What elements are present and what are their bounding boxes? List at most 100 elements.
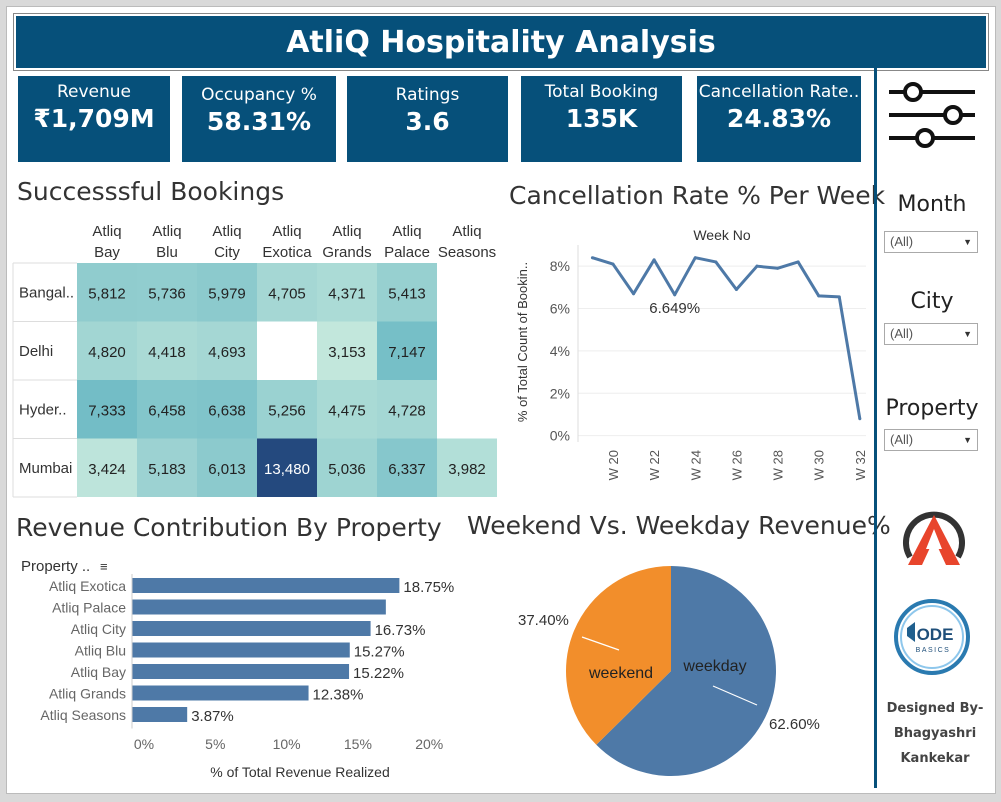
credit-line: Bhagyashri [893,726,977,741]
bar-category-label: Atliq Palace [52,600,126,616]
heatmap-cell [77,263,137,322]
heatmap-cell [197,263,257,322]
x-tick-label: W 26 [729,450,744,480]
revenue-bar [132,578,400,593]
kpi-label: Revenue [56,82,132,102]
heatmap-cell-label: 6,638 [208,402,246,419]
pie-slice-weekday [596,566,776,776]
heatmap-column-label: Blu [156,244,178,261]
kpi-total-booking[interactable]: Total Booking 135K [521,76,682,162]
pie-data-label: 37.40% [518,612,569,629]
dashboard-title: AtliQ Hospitality Analysis [13,13,989,71]
heatmap-cell-label: 3,982 [448,461,486,478]
x-axis-title: Week No [693,227,751,243]
heatmap-column-label: Exotica [262,244,312,261]
heatmap-column-label: Grands [322,244,371,261]
kpi-ratings[interactable]: Ratings 3.6 [347,76,508,162]
chevron-down-icon: ▼ [963,329,972,339]
pie-data-label: 62.60% [769,716,820,733]
heatmap-column-label: City [214,244,240,261]
data-point [734,287,738,291]
heatmap-cell [377,438,437,497]
x-tick-label: W 24 [688,450,703,480]
weekend-title: Weekend Vs. Weekday Revenue% [467,511,891,540]
filter-month-label: Month [897,192,967,217]
x-tick-label: W 32 [853,450,868,480]
bar-category-label: Atliq Seasons [40,707,126,723]
heatmap-cell-label: 5,183 [148,461,186,478]
heatmap-cell-label: 5,979 [208,285,246,302]
pie-leader-line [712,685,758,706]
kpi-value: 135K [565,104,638,133]
data-point [652,258,656,262]
filter-property-dropdown[interactable]: (All) ▼ [884,429,978,451]
heatmap-column-label: Palace [384,244,430,261]
heatmap-cell-label: 4,418 [148,344,186,361]
heatmap-cell-label: 5,036 [328,461,366,478]
heatmap-cell [77,438,137,497]
heatmap-column-label: Atliq [272,223,301,240]
bar-category-label: Atliq Bay [71,664,126,680]
bar-data-label: 12.38% [313,687,364,704]
basics-logo-text: BASICS [916,647,951,654]
data-point [796,260,800,264]
data-point [837,295,841,299]
heatmap-cell [77,321,137,380]
kpi-revenue[interactable]: Revenue ₹1,709M [18,76,170,162]
heatmap-cell [137,321,197,380]
x-tick-label: W 28 [771,450,786,480]
revenue-bar [132,599,386,615]
heatmap-column-label: Seasons [438,244,496,261]
heatmap-cell [197,321,257,380]
heatmap-cell-label: 4,371 [328,285,366,302]
heatmap-cell-label: 6,458 [148,402,186,419]
bar-data-label: 16.73% [375,622,426,639]
heatmap-column-label: Atliq [92,223,121,240]
heatmap-cell-label: 5,736 [148,285,186,302]
heatmap-cell-label: 6,337 [388,461,426,478]
data-point [776,266,780,270]
filter-month-dropdown[interactable]: (All) ▼ [884,231,978,253]
x-tick-label: W 20 [606,450,621,480]
credit-line: Kankekar [900,751,970,766]
heatmap-cell [137,438,197,497]
bar-data-label: 3.87% [191,708,234,725]
cancellation-series-line [591,256,862,419]
heatmap-cell [197,438,257,497]
heatmap-cell-label: 3,424 [88,461,126,478]
heatmap-cell [257,263,317,322]
x-tick-label: W 30 [812,450,827,480]
kpi-cancellation-rate[interactable]: Cancellation Rate.. 24.83% [697,76,861,162]
bar-category-label: Atliq Grands [49,686,126,702]
heatmap-column-label: Bay [94,244,120,261]
dropdown-value: (All) [890,432,914,447]
heatmap-cell [197,380,257,439]
kpi-value: ₹1,709M [33,104,155,133]
heatmap-cell [137,263,197,322]
heatmap-cell-label: 4,820 [88,344,126,361]
heatmap-cell-label: 6,013 [208,461,246,478]
bar-category-label: Atliq Exotica [49,578,126,594]
bookings-title: Successsful Bookings [17,177,285,206]
codebasics-logo-icon: ODE BASICS [894,599,970,675]
kpi-value: 24.83% [726,104,832,133]
legend-title: Property .. [21,558,90,575]
kpi-value: 3.6 [405,107,450,136]
kpi-label: Total Booking [544,82,659,102]
x-tick-label: 15% [344,736,372,752]
heatmap-row-label: Bangal.. [19,284,74,301]
heatmap-cell-label: 4,705 [268,285,306,302]
kpi-occupancy[interactable]: Occupancy % 58.31% [182,76,336,162]
sort-icon: ≡ [100,559,108,574]
filter-city-dropdown[interactable]: (All) ▼ [884,323,978,345]
data-label: 6.649% [649,300,700,317]
heatmap-cell [317,263,377,322]
heatmap-cell-label: 4,475 [328,402,366,419]
chevron-down-icon: ▼ [963,237,972,247]
data-point [611,262,615,266]
revenue-bar [132,621,371,636]
